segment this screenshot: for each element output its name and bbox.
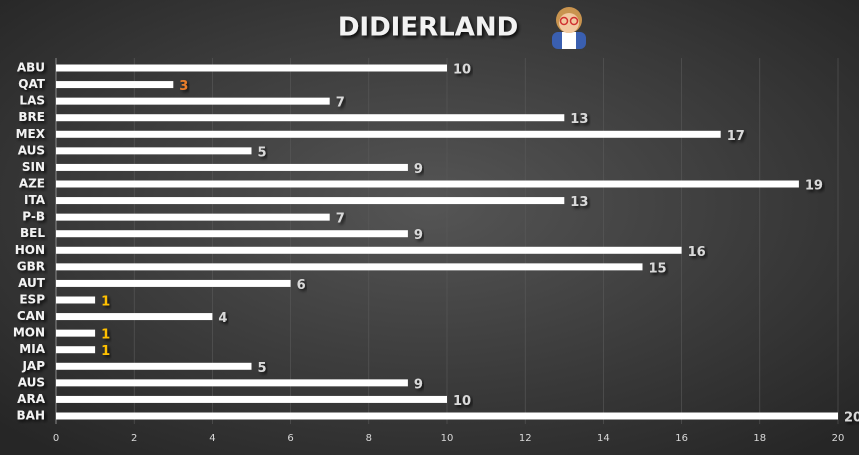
y-tick-label: HON (15, 243, 45, 257)
data-label: 3 (179, 79, 188, 94)
bar (56, 81, 174, 89)
data-label: 17 (727, 129, 745, 144)
bar (56, 197, 565, 205)
y-tick-label: ABU (17, 61, 45, 75)
y-tick-label: CAN (17, 309, 45, 323)
bar (56, 130, 721, 138)
bar (56, 412, 838, 420)
bar (56, 313, 213, 321)
x-tick-label: 2 (131, 433, 137, 444)
y-tick-label: MEX (16, 127, 46, 141)
y-tick-label: ITA (24, 193, 46, 207)
x-tick-label: 14 (597, 433, 610, 444)
bar (56, 279, 291, 287)
x-tick-label: 20 (832, 433, 845, 444)
data-label: 9 (414, 162, 423, 177)
x-tick-label: 18 (753, 433, 766, 444)
bar (56, 329, 96, 337)
y-tick-label: AUS (18, 143, 45, 157)
y-tick-label: BEL (20, 226, 45, 240)
bar (56, 180, 799, 188)
bar (56, 230, 408, 238)
y-tick-label: AZE (19, 177, 45, 191)
data-label: 1 (101, 328, 110, 343)
y-tick-label: ARA (17, 392, 46, 406)
bar (56, 379, 408, 387)
bar (56, 163, 408, 171)
y-tick-label: BAH (17, 409, 45, 423)
y-tick-label: GBR (17, 259, 45, 273)
bar (56, 346, 96, 354)
y-tick-label: LAS (19, 94, 45, 108)
data-label: 4 (218, 311, 227, 326)
bar (56, 362, 252, 370)
x-tick-label: 0 (53, 433, 59, 444)
bar (56, 296, 96, 304)
x-tick-label: 8 (366, 433, 372, 444)
bar (56, 147, 252, 155)
x-tick-label: 4 (209, 433, 215, 444)
y-tick-label: AUS (18, 375, 45, 389)
y-tick-label: ESP (19, 293, 45, 307)
data-label: 16 (688, 245, 706, 260)
chart-title: DIDIERLAND (338, 13, 518, 43)
bar (56, 246, 682, 254)
data-label: 13 (570, 112, 588, 127)
data-label: 7 (336, 96, 345, 111)
data-label: 5 (258, 361, 267, 376)
data-label: 5 (258, 145, 267, 160)
y-tick-label: MIA (19, 342, 45, 356)
y-tick-label: MON (13, 326, 45, 340)
data-label: 10 (453, 394, 471, 409)
data-label: 13 (570, 195, 588, 210)
data-label: 9 (414, 228, 423, 243)
data-label: 15 (649, 261, 667, 276)
bar (56, 114, 565, 122)
x-tick-label: 16 (675, 433, 688, 444)
data-label: 7 (336, 212, 345, 227)
x-tick-label: 10 (441, 433, 454, 444)
data-label: 19 (805, 179, 823, 194)
y-tick-label: SIN (22, 160, 45, 174)
y-tick-label: P-B (22, 210, 45, 224)
y-tick-label: QAT (18, 77, 46, 91)
y-tick-label: JAP (21, 359, 45, 373)
bar (56, 64, 447, 72)
avatar-icon (552, 7, 586, 49)
data-label: 20 (844, 411, 859, 426)
y-tick-label: AUT (18, 276, 46, 290)
bar (56, 97, 330, 105)
bar (56, 213, 330, 221)
y-tick-label: BRE (18, 110, 45, 124)
bar (56, 263, 643, 271)
x-tick-label: 12 (519, 433, 532, 444)
data-label: 1 (101, 344, 110, 359)
data-label: 10 (453, 63, 471, 78)
data-label: 9 (414, 377, 423, 392)
data-label: 6 (297, 278, 306, 293)
x-tick-label: 6 (287, 433, 293, 444)
data-label: 1 (101, 295, 110, 310)
bar (56, 395, 447, 403)
